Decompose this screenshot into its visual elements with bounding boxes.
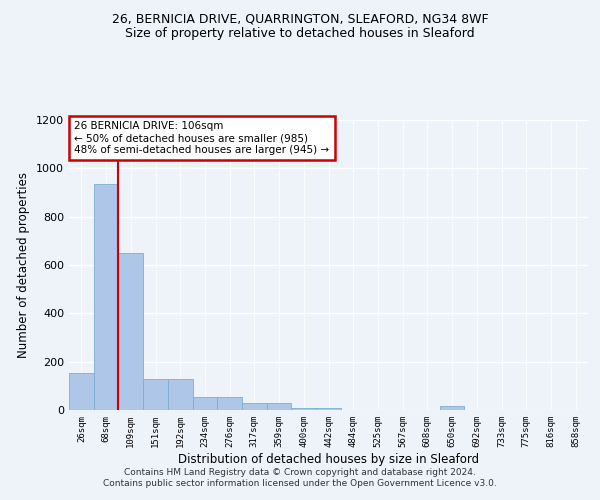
Bar: [118, 253, 143, 410]
Bar: [217, 396, 242, 410]
X-axis label: Distribution of detached houses by size in Sleaford: Distribution of detached houses by size …: [178, 452, 479, 466]
Bar: [267, 403, 292, 410]
Text: Size of property relative to detached houses in Sleaford: Size of property relative to detached ho…: [125, 28, 475, 40]
Text: 26, BERNICIA DRIVE, QUARRINGTON, SLEAFORD, NG34 8WF: 26, BERNICIA DRIVE, QUARRINGTON, SLEAFOR…: [112, 12, 488, 26]
Bar: [69, 372, 94, 410]
Text: 26 BERNICIA DRIVE: 106sqm
← 50% of detached houses are smaller (985)
48% of semi: 26 BERNICIA DRIVE: 106sqm ← 50% of detac…: [74, 122, 329, 154]
Bar: [168, 378, 193, 410]
Bar: [94, 184, 118, 410]
Bar: [316, 408, 341, 410]
Text: Contains HM Land Registry data © Crown copyright and database right 2024.
Contai: Contains HM Land Registry data © Crown c…: [103, 468, 497, 487]
Bar: [193, 396, 217, 410]
Bar: [242, 403, 267, 410]
Bar: [440, 406, 464, 410]
Bar: [143, 378, 168, 410]
Bar: [292, 408, 316, 410]
Y-axis label: Number of detached properties: Number of detached properties: [17, 172, 31, 358]
